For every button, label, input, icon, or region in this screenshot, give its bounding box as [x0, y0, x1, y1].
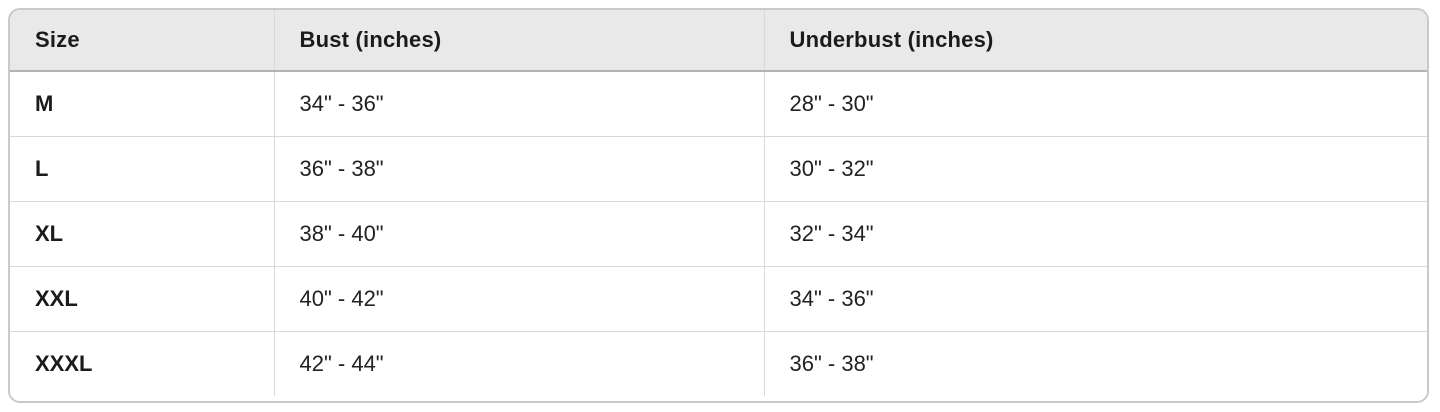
column-header-bust: Bust (inches): [273, 10, 764, 72]
size-chart-table: Size Bust (inches) Underbust (inches) M …: [10, 10, 1427, 396]
table-row: XL 38" - 40" 32" - 34": [10, 200, 1427, 266]
column-header-underbust: Underbust (inches): [763, 10, 1427, 72]
underbust-cell: 30" - 32": [763, 135, 1427, 201]
table-row: XXXL 42" - 44" 36" - 38": [10, 330, 1427, 396]
underbust-cell: 36" - 38": [763, 330, 1427, 396]
underbust-cell: 34" - 36": [763, 265, 1427, 331]
size-cell: L: [10, 135, 274, 201]
size-cell: M: [10, 71, 274, 136]
table-row: XXL 40" - 42" 34" - 36": [10, 265, 1427, 331]
table-row: M 34" - 36" 28" - 30": [10, 71, 1427, 136]
size-chart-card: Size Bust (inches) Underbust (inches) M …: [8, 8, 1429, 403]
underbust-cell: 28" - 30": [763, 71, 1427, 136]
size-cell: XL: [10, 200, 274, 266]
size-cell: XXL: [10, 265, 274, 331]
bust-cell: 42" - 44": [273, 330, 764, 396]
bust-cell: 38" - 40": [273, 200, 764, 266]
table-header-row: Size Bust (inches) Underbust (inches): [10, 10, 1427, 72]
bust-cell: 34" - 36": [273, 71, 764, 136]
bust-cell: 40" - 42": [273, 265, 764, 331]
bust-cell: 36" - 38": [273, 135, 764, 201]
underbust-cell: 32" - 34": [763, 200, 1427, 266]
column-header-size: Size: [10, 10, 274, 72]
table-row: L 36" - 38" 30" - 32": [10, 135, 1427, 201]
size-cell: XXXL: [10, 330, 274, 396]
